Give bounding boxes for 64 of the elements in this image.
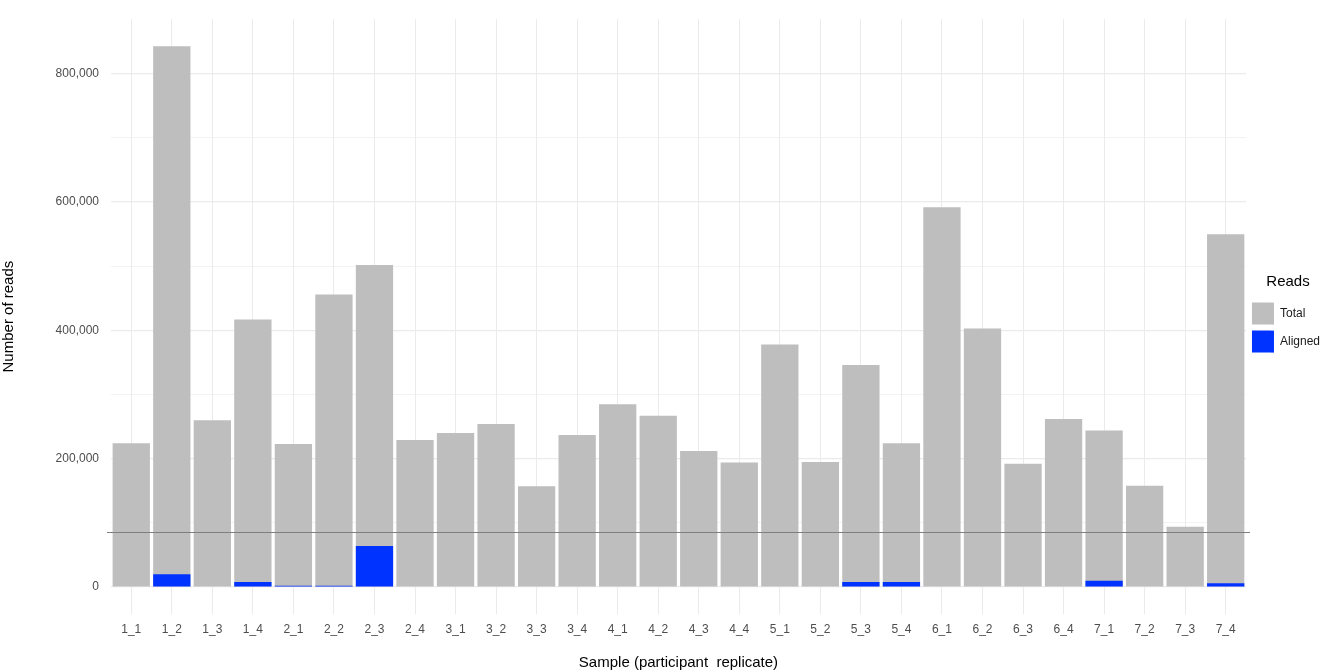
bar	[680, 451, 718, 587]
bar	[477, 424, 515, 587]
y-tick-label: 200,000	[55, 451, 100, 466]
x-tick-label: 6_3	[1013, 621, 1034, 636]
y-tick-label: 600,000	[55, 194, 100, 209]
bar	[1166, 526, 1204, 587]
bar	[1207, 583, 1245, 587]
x-tick-label: 3_2	[486, 621, 507, 636]
bar	[355, 545, 394, 587]
legend-label: Aligned	[1279, 333, 1320, 348]
bar	[517, 486, 556, 587]
x-tick-label: 3_1	[445, 621, 466, 636]
bar	[639, 415, 677, 587]
y-tick-label: 400,000	[55, 322, 100, 337]
y-tick-label: 0	[92, 579, 100, 594]
x-tick-label: 5_3	[850, 621, 872, 636]
bar	[599, 404, 637, 587]
bar	[842, 581, 880, 587]
bar	[1044, 418, 1083, 587]
x-tick-label: 2_2	[323, 621, 345, 636]
x-tick-label: 7_1	[1094, 621, 1115, 636]
bar	[274, 443, 313, 587]
y-tick-label: 800,000	[55, 66, 100, 81]
bar	[1004, 463, 1042, 587]
x-tick-label: 7_2	[1134, 621, 1155, 636]
bar	[558, 434, 596, 587]
legend-label: Total	[1279, 305, 1306, 320]
x-tick-label: 1_3	[202, 621, 223, 636]
x-tick-label: 6_1	[931, 621, 953, 636]
x-tick-label: 4_2	[648, 621, 669, 636]
x-tick-label: 2_3	[364, 621, 385, 636]
x-tick-label: 3_3	[526, 621, 547, 636]
x-tick-label: 5_1	[769, 621, 791, 636]
x-tick-label: 5_2	[810, 621, 831, 636]
bar	[963, 328, 1002, 587]
x-tick-label: 7_3	[1175, 621, 1196, 636]
x-tick-label: 6_2	[972, 621, 993, 636]
x-tick-label: 3_4	[567, 621, 588, 636]
y-axis-title: Number of reads	[0, 260, 17, 373]
x-tick-label: 1_2	[161, 621, 183, 636]
x-axis-title: Sample (participant replicate)	[578, 653, 779, 671]
bar	[112, 443, 150, 587]
x-tick-label: 4_4	[729, 621, 750, 636]
x-tick-label: 2_1	[283, 621, 304, 636]
x-tick-label: 6_4	[1053, 621, 1074, 636]
bar	[801, 461, 839, 587]
legend-title: Reads	[1266, 272, 1310, 290]
x-tick-label: 4_3	[688, 621, 710, 636]
x-tick-label: 1_4	[242, 621, 264, 636]
bar	[234, 581, 272, 587]
x-tick-label: 4_1	[607, 621, 629, 636]
x-tick-label: 5_4	[891, 621, 912, 636]
bar	[396, 440, 434, 587]
bar	[923, 207, 961, 587]
x-tick-label: 2_4	[404, 621, 426, 636]
bar	[436, 433, 475, 587]
bar	[193, 420, 231, 587]
bar	[153, 574, 191, 587]
x-tick-label: 7_4	[1215, 621, 1237, 636]
bar	[1125, 485, 1164, 587]
bar	[720, 462, 758, 587]
x-tick-label: 1_1	[121, 621, 142, 636]
bar	[761, 344, 799, 587]
bar	[315, 294, 353, 587]
